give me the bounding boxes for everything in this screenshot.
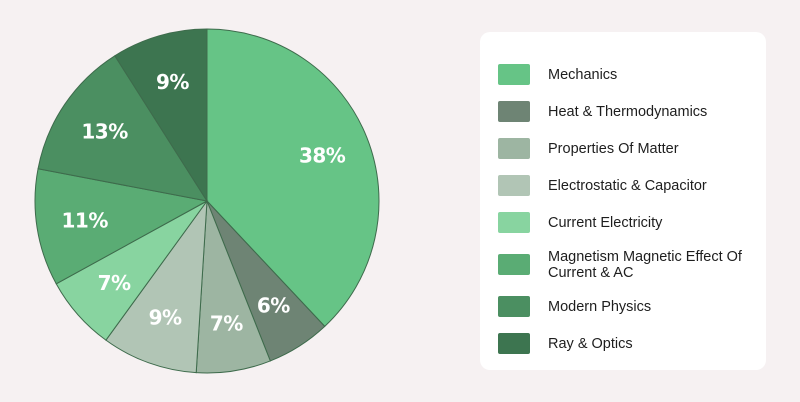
pie-slice-magnetism-magnetic-effect-of-current-ac bbox=[34, 168, 209, 285]
legend-label: Modern Physics bbox=[548, 298, 652, 315]
slice-value-label: 11% bbox=[61, 208, 108, 232]
legend-swatch bbox=[498, 296, 530, 317]
pie-slice-mechanics bbox=[206, 28, 380, 328]
slice-value-label: 7% bbox=[210, 311, 243, 335]
legend-swatch bbox=[498, 175, 530, 196]
legend-label: Ray & Optics bbox=[548, 335, 633, 352]
legend-item-current-electricity: Current Electricity bbox=[498, 204, 748, 241]
legend-label: Mechanics bbox=[548, 66, 618, 83]
legend-swatch bbox=[498, 254, 530, 275]
pie-slice-electrostatic-capacitor bbox=[105, 199, 208, 374]
legend-swatch bbox=[498, 101, 530, 122]
legend-swatch bbox=[498, 212, 530, 233]
slice-value-label: 13% bbox=[81, 119, 128, 143]
legend-swatch bbox=[498, 333, 530, 354]
slice-value-label: 9% bbox=[149, 306, 182, 330]
legend-item-magnetism: Magnetism Magnetic Effect Of Current & A… bbox=[498, 241, 748, 288]
legend-item-properties-of-matter: Properties Of Matter bbox=[498, 130, 748, 167]
slice-value-label: 9% bbox=[156, 70, 189, 94]
legend-item-mechanics: Mechanics bbox=[498, 56, 748, 93]
legend-item-electrostatic-capacitor: Electrostatic & Capacitor bbox=[498, 167, 748, 204]
legend-item-heat-thermodynamics: Heat & Thermodynamics bbox=[498, 93, 748, 130]
pie-slice-ray-optics bbox=[114, 28, 208, 203]
pie-slice-modern-physics bbox=[37, 55, 209, 202]
slice-value-label: 7% bbox=[98, 271, 131, 295]
legend-label: Properties Of Matter bbox=[548, 140, 679, 157]
legend-label: Current Electricity bbox=[548, 214, 663, 231]
slice-value-label: 6% bbox=[257, 294, 290, 318]
legend-label: Magnetism Magnetic Effect Of Current & A… bbox=[548, 248, 742, 281]
legend-item-modern-physics: Modern Physics bbox=[498, 288, 748, 325]
slice-value-label: 38% bbox=[299, 143, 346, 167]
legend-swatch bbox=[498, 138, 530, 159]
chart-legend: Mechanics Heat & Thermodynamics Properti… bbox=[480, 32, 766, 370]
legend-label: Electrostatic & Capacitor bbox=[548, 177, 707, 194]
legend-item-ray-optics: Ray & Optics bbox=[498, 325, 748, 362]
legend-label: Heat & Thermodynamics bbox=[548, 103, 708, 120]
legend-swatch bbox=[498, 64, 530, 85]
pie-chart: 38% 6% 7% 9% 7% 11% 13% 9% bbox=[34, 28, 380, 374]
